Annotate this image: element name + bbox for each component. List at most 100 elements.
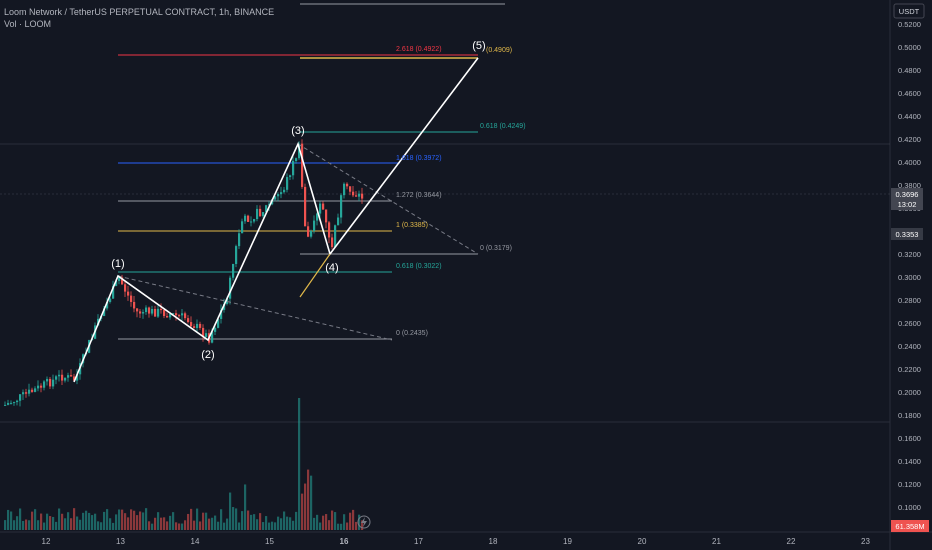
candle-body	[37, 385, 40, 389]
time-axis[interactable]: 12 13 14 15 16 17 18 19 20 21 22 23	[42, 537, 871, 546]
volume-bar	[352, 509, 355, 530]
candle-body	[4, 404, 7, 406]
candle-body	[307, 226, 310, 237]
candle-body	[124, 284, 127, 292]
candle-body	[139, 311, 142, 314]
volume-bar	[199, 521, 202, 530]
volume-bar	[85, 510, 88, 530]
volume-bar	[307, 469, 310, 530]
candle-body	[268, 204, 271, 206]
volume-bar	[142, 512, 145, 530]
candle-body	[16, 400, 19, 403]
volume-bar	[214, 515, 217, 530]
volume-bar	[178, 523, 181, 530]
volume-bar	[118, 509, 121, 530]
price-axis[interactable]: 0.5200 0.5000 0.4800 0.4600 0.4400 0.4200 0.40…	[898, 20, 921, 512]
volume-bar	[34, 509, 37, 530]
fib-label-1272: 1.272 (0.3644)	[396, 192, 442, 199]
volume-bar	[7, 509, 10, 530]
volume-bar	[22, 520, 25, 530]
volume-bar	[160, 517, 163, 530]
volume-bar	[52, 516, 55, 530]
candle-body	[106, 302, 109, 309]
time-tick-label: 14	[191, 537, 200, 546]
price-tick-label: 0.3200	[898, 250, 921, 259]
volume-bar	[187, 513, 190, 530]
volume-bar	[172, 512, 175, 530]
fib-label-1618: 1.618 (0.3972)	[396, 155, 442, 162]
volume-bar	[4, 520, 7, 530]
volume-bar	[208, 518, 211, 530]
volume-bar	[157, 512, 160, 530]
volume-bar	[88, 512, 91, 530]
volume-bar	[229, 492, 232, 530]
candle-body	[352, 191, 355, 196]
candle-body	[22, 392, 25, 395]
candle-body	[340, 195, 343, 218]
time-tick-label: 20	[638, 537, 647, 546]
candle-body	[7, 402, 10, 405]
volume-bar	[205, 512, 208, 530]
symbol-title[interactable]: Loom Network / TetherUS PERPETUAL CONTRA…	[4, 7, 275, 17]
candle-body	[31, 389, 34, 392]
candle-body	[19, 394, 22, 401]
candle-body	[205, 333, 208, 337]
candle-body	[64, 377, 67, 381]
volume-bar	[325, 514, 328, 530]
volume-indicator-label[interactable]: Vol · LOOM	[4, 19, 52, 29]
lightning-icon[interactable]	[357, 515, 371, 529]
volume-bar	[49, 516, 52, 530]
candle-body	[331, 237, 334, 248]
current-price-tag: 0.3696 13:02	[891, 188, 923, 210]
volume-bar	[223, 522, 226, 530]
candle-body	[220, 309, 223, 319]
volume-value: 61.358M	[895, 522, 924, 531]
volume-bar	[148, 521, 151, 530]
volume-bar	[133, 510, 136, 530]
volume-bar	[55, 521, 58, 530]
volume-bar	[349, 512, 352, 530]
volume-bar	[337, 523, 340, 530]
candle-body	[322, 203, 325, 210]
volume-bar	[292, 520, 295, 530]
volume-bar	[211, 517, 214, 530]
chart-header: Loom Network / TetherUS PERPETUAL CONTRA…	[4, 6, 274, 30]
currency-badge[interactable]: USDT	[893, 3, 925, 19]
volume-bar	[163, 517, 166, 530]
candle-body	[280, 192, 283, 195]
volume-bar	[259, 513, 262, 530]
candle-body	[115, 280, 118, 287]
currency-label: USDT	[899, 7, 920, 16]
volume-value-tag: 61.358M	[891, 520, 929, 532]
volume-bar	[295, 511, 298, 530]
price-tick-label: 0.5200	[898, 20, 921, 29]
candle-body	[130, 295, 133, 302]
volume-bar	[13, 520, 16, 530]
candle-body	[109, 298, 112, 303]
volume-bar	[31, 511, 34, 530]
price-tick-label: 0.3800	[898, 181, 921, 190]
fib-label-0-upper: 0 (0.3179)	[480, 245, 512, 252]
candle-body	[151, 309, 154, 314]
price-tick-label: 0.4600	[898, 89, 921, 98]
elliott-wave-path[interactable]	[73, 57, 479, 383]
candle-body	[319, 203, 322, 214]
volume-bar	[61, 513, 64, 530]
candle-body	[70, 375, 73, 377]
fib-label-0618-upper: 0.618 (0.4249)	[480, 123, 526, 130]
volume-bar	[283, 511, 286, 530]
fib-label-2618: 2.618 (0.4922)	[396, 46, 442, 53]
price-tick-label: 0.2600	[898, 319, 921, 328]
price-tick-label: 0.5000	[898, 43, 921, 52]
candle-body	[250, 221, 253, 223]
candle-body	[346, 183, 349, 187]
candle-body	[121, 277, 124, 285]
volume-bar	[67, 512, 70, 530]
candle-body	[178, 315, 181, 317]
volume-bar	[151, 523, 154, 530]
volume-bar	[64, 518, 67, 530]
fibonacci-levels[interactable]	[118, 54, 478, 340]
candle-body	[118, 277, 121, 281]
volume-bar	[286, 516, 289, 530]
